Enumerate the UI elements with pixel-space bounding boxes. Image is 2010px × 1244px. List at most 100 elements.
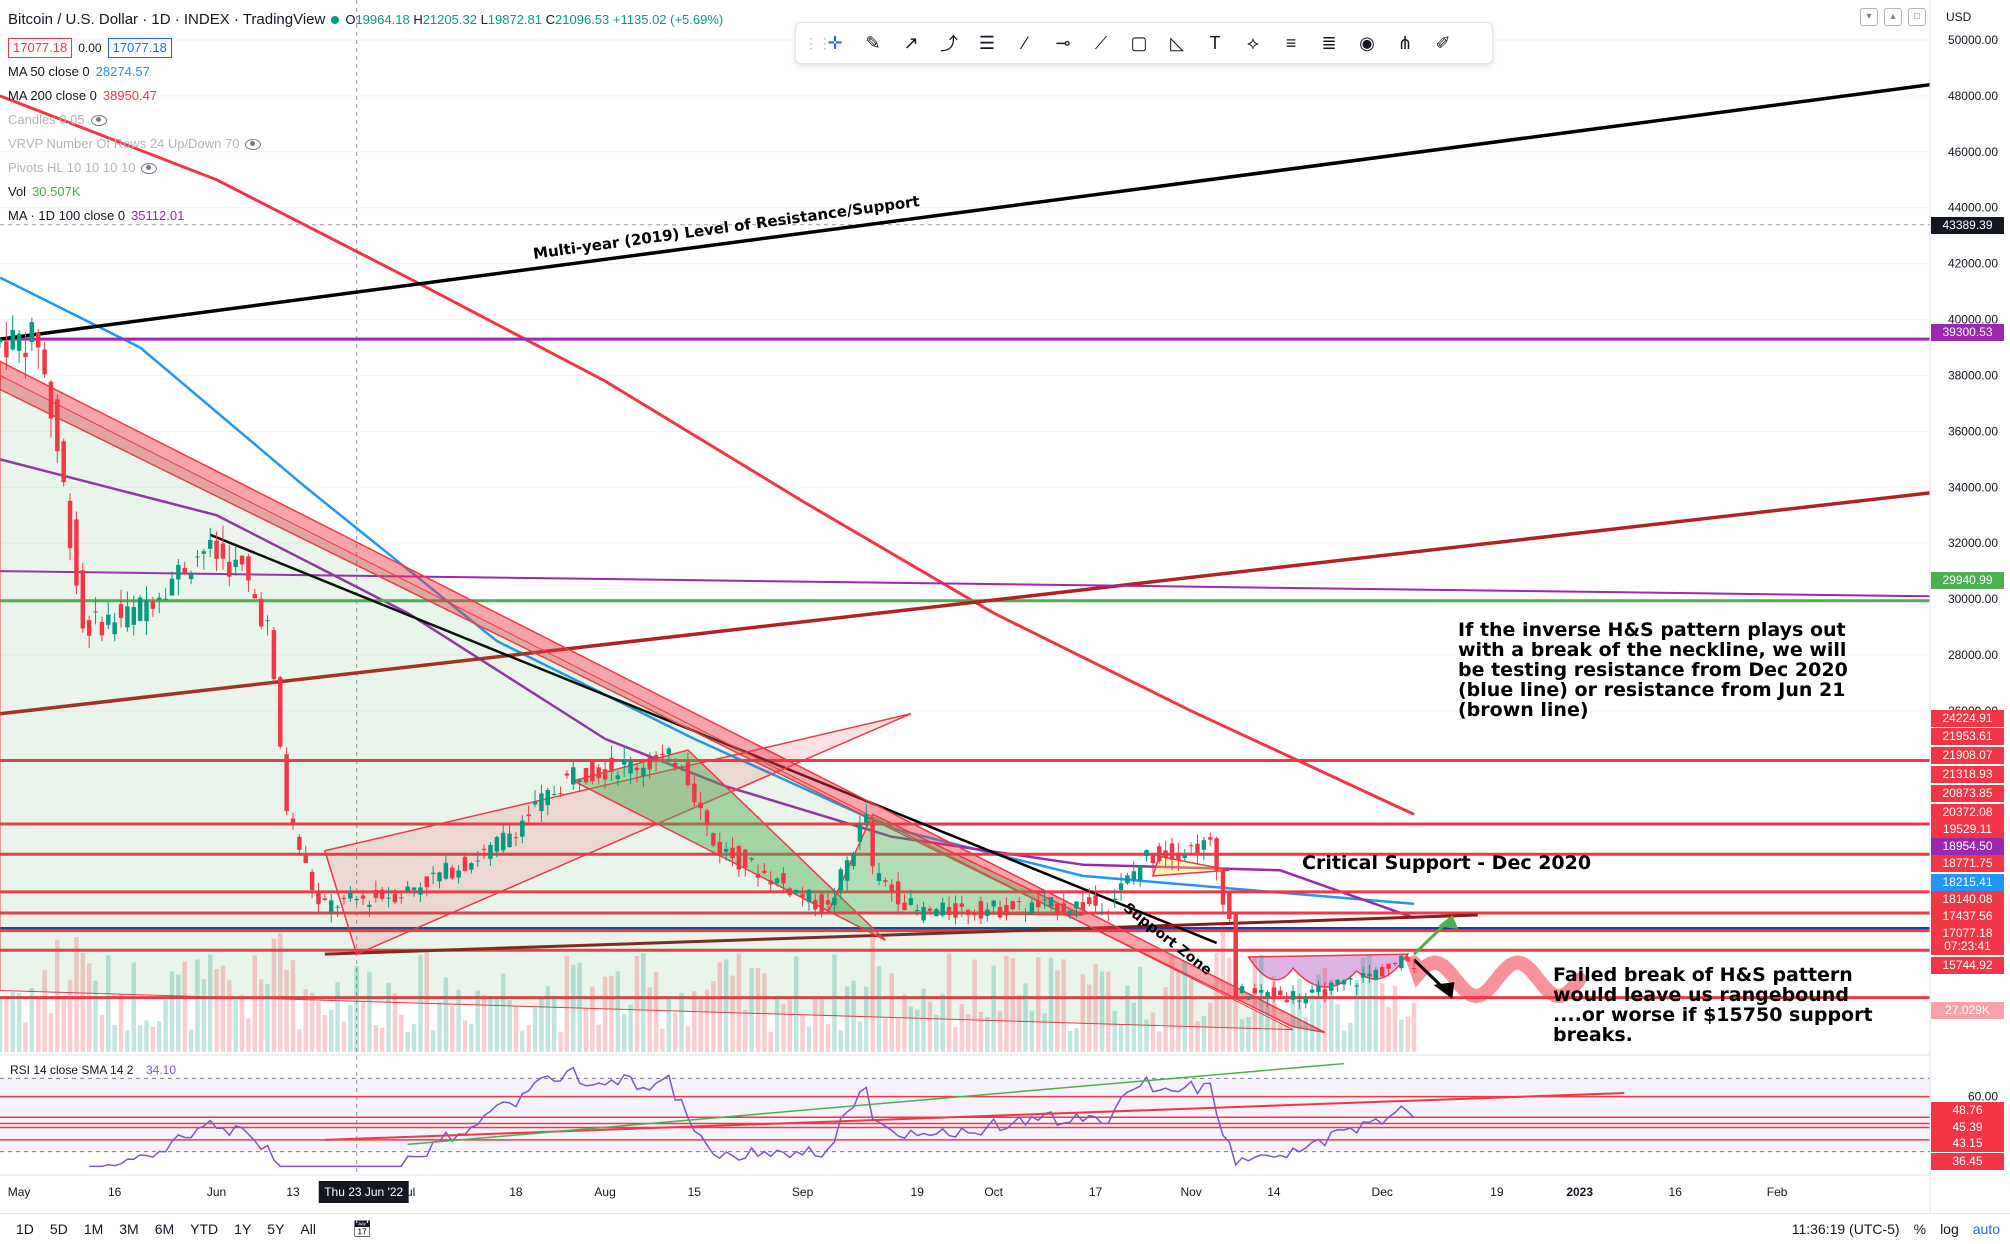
candle-body <box>755 873 761 878</box>
auto-toggle[interactable]: auto <box>1972 1221 2000 1237</box>
timeframe-button[interactable]: 1D <box>16 1221 34 1237</box>
buy-button[interactable]: 17077.18 <box>107 38 172 58</box>
fib-icon[interactable]: ☰ <box>978 32 996 53</box>
candle-body <box>1354 985 1359 987</box>
timeframe-button[interactable]: 5Y <box>267 1221 285 1237</box>
parallel-icon[interactable]: ≣ <box>1321 32 1337 53</box>
indicator-name: MA · 1D 100 close 0 <box>8 208 126 223</box>
indicator-row[interactable]: Vol 30.507K <box>8 180 723 204</box>
indicator-row[interactable]: VRVP Number Of Rows 24 Up/Down 70 <box>8 132 723 156</box>
volume-bar <box>112 1024 117 1052</box>
triangle-icon[interactable]: ◺ <box>1170 32 1184 53</box>
channel-icon[interactable]: ≡ <box>1285 32 1297 53</box>
measure-icon[interactable]: ⟡ <box>1247 32 1259 53</box>
price-badge: 07:23:41 <box>1931 938 2004 955</box>
volume-bar <box>1278 1023 1283 1052</box>
volume-bar <box>348 1005 353 1052</box>
timeframe-button[interactable]: All <box>300 1221 316 1237</box>
timeframe-button[interactable]: 1M <box>83 1221 104 1237</box>
volume-bar <box>641 953 646 1052</box>
candle-body <box>29 321 35 343</box>
price-badge: 18215.41 <box>1931 874 2004 891</box>
volume-bar <box>876 966 882 1052</box>
candle-body <box>1392 963 1398 965</box>
candle-body <box>220 543 226 559</box>
timeframe-button[interactable]: 3M <box>119 1221 139 1237</box>
drag-handle-icon[interactable]: ⋮⋮ <box>804 34 832 51</box>
volume-bar <box>443 977 449 1052</box>
ray-icon[interactable]: ⟋ <box>1094 32 1108 53</box>
volume-bar <box>914 1009 920 1052</box>
timeframe-button[interactable]: 5D <box>49 1221 68 1237</box>
purple-trendline <box>0 570 1931 598</box>
candle-body <box>462 856 468 871</box>
volume-bar <box>730 975 735 1052</box>
indicator-row[interactable]: MA 50 close 0 28274.57 <box>8 60 723 84</box>
candle-body <box>1201 840 1207 850</box>
indicator-value: 30.507K <box>32 184 81 199</box>
indicator-row[interactable]: Pivots HL 10 10 10 10 <box>8 156 723 180</box>
indicator-row[interactable]: MA · 1D 100 close 0 35112.01 <box>8 204 723 228</box>
text-icon[interactable]: T <box>1209 32 1221 53</box>
chevron-down-icon[interactable]: ▾ <box>1860 8 1878 26</box>
crosshair-icon[interactable]: ✛ <box>827 32 843 53</box>
candle-body <box>621 759 627 765</box>
volume-bar <box>42 970 47 1052</box>
candle-body <box>278 677 283 747</box>
chevron-up-icon[interactable]: ▴ <box>1884 8 1902 26</box>
pitchfork-icon[interactable]: ⋔ <box>1397 32 1413 53</box>
symbol-title[interactable]: Bitcoin / U.S. Dollar · 1D · INDEX · Tra… <box>8 11 326 28</box>
timeframe-button[interactable]: YTD <box>190 1221 219 1237</box>
timeframe-button[interactable]: 6M <box>154 1221 175 1237</box>
volume-bar <box>297 1029 302 1052</box>
percent-toggle[interactable]: % <box>1913 1221 1927 1237</box>
volume-bar <box>532 1007 538 1052</box>
indicator-row[interactable]: MA 200 close 0 38950.47 <box>8 84 723 108</box>
rectangle-icon[interactable]: ▢ <box>1130 32 1148 53</box>
hline-icon[interactable]: ⊸ <box>1055 32 1071 53</box>
volume-bar <box>1373 976 1379 1052</box>
brush-icon[interactable]: ✎ <box>865 32 881 53</box>
volume-bar <box>685 1026 691 1052</box>
candle-body <box>157 597 162 600</box>
time-axis: May16Jun13Jul18Aug15Sep19Oct17Nov14Dec19… <box>8 1181 1788 1203</box>
volume-bar <box>1067 1031 1073 1052</box>
candle-body <box>959 903 965 907</box>
status-dot-icon <box>331 16 340 24</box>
pen-icon[interactable]: ✐ <box>1435 32 1451 53</box>
cycle-icon[interactable]: ◉ <box>1359 32 1375 53</box>
time-tick-label: 17 <box>1089 1185 1103 1199</box>
volume-bar <box>1284 1023 1289 1052</box>
price-badge: 21908.07 <box>1931 747 2004 764</box>
volume-bar <box>704 989 710 1052</box>
candle-body <box>367 904 372 907</box>
sell-button[interactable]: 17077.18 <box>8 38 73 58</box>
log-toggle[interactable]: log <box>1940 1221 1959 1237</box>
eye-icon[interactable] <box>245 138 262 150</box>
indicator-row[interactable]: Candles 0.05 <box>8 108 723 132</box>
volume-bar <box>239 994 245 1052</box>
candle-body <box>1016 901 1022 903</box>
candle-body <box>978 901 984 919</box>
candle-body <box>35 332 41 348</box>
candle-body <box>1144 850 1149 857</box>
price-badge: 21953.61 <box>1931 728 2004 745</box>
arrow-icon[interactable]: ↗ <box>903 32 919 53</box>
currency-label[interactable]: USD <box>1946 10 1972 24</box>
volume-bar <box>526 1025 531 1052</box>
candle-body <box>373 890 379 898</box>
price-tick-label: 30000.00 <box>1948 592 1998 606</box>
volume-bar <box>328 1009 334 1052</box>
eye-icon[interactable] <box>90 114 107 126</box>
candle-body <box>443 862 449 879</box>
maximize-icon[interactable]: □ <box>1908 8 1926 26</box>
path-icon[interactable]: ⤴ <box>940 34 958 54</box>
clock[interactable]: 11:36:19 (UTC-5) <box>1791 1221 1900 1237</box>
calendar-icon[interactable]: 📅︎ <box>351 1221 373 1238</box>
time-tick-label: Feb <box>1767 1185 1788 1199</box>
timeframe-button[interactable]: 1Y <box>234 1221 252 1237</box>
candle-body <box>558 793 563 795</box>
trendline-icon[interactable]: ∕ <box>1023 32 1027 53</box>
eye-icon[interactable] <box>141 162 158 174</box>
